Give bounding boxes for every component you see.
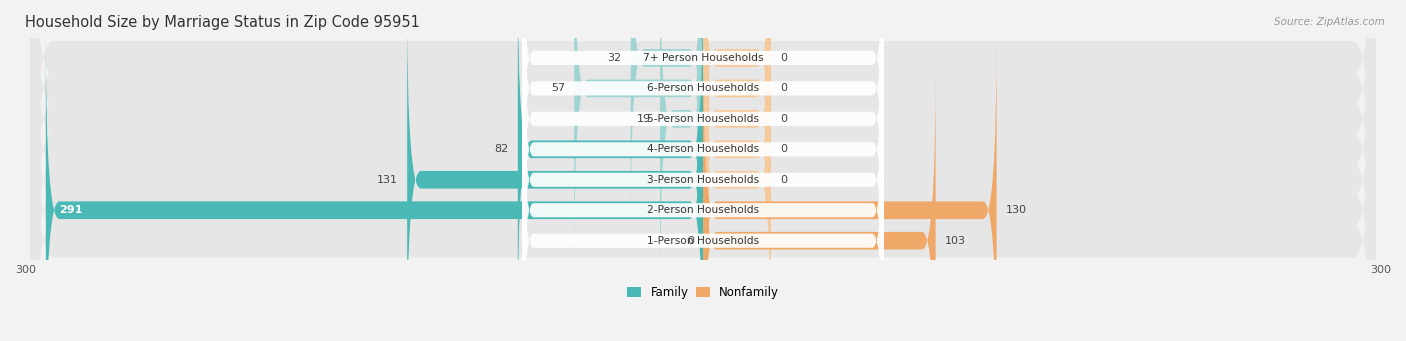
FancyBboxPatch shape	[46, 36, 703, 341]
Text: 82: 82	[495, 144, 509, 154]
FancyBboxPatch shape	[703, 6, 770, 341]
Legend: Family, Nonfamily: Family, Nonfamily	[621, 281, 785, 303]
Text: 57: 57	[551, 84, 565, 93]
FancyBboxPatch shape	[30, 0, 1376, 341]
Text: 103: 103	[945, 236, 966, 246]
FancyBboxPatch shape	[523, 4, 883, 295]
FancyBboxPatch shape	[703, 36, 997, 341]
Text: 7+ Person Households: 7+ Person Households	[643, 53, 763, 63]
FancyBboxPatch shape	[30, 0, 1376, 341]
Text: 2-Person Households: 2-Person Households	[647, 205, 759, 215]
Text: 131: 131	[377, 175, 398, 185]
Text: 5-Person Households: 5-Person Households	[647, 114, 759, 124]
FancyBboxPatch shape	[631, 0, 703, 232]
FancyBboxPatch shape	[703, 67, 935, 341]
FancyBboxPatch shape	[703, 0, 770, 262]
FancyBboxPatch shape	[517, 0, 703, 323]
FancyBboxPatch shape	[703, 0, 770, 293]
Text: 19: 19	[637, 114, 651, 124]
Text: Household Size by Marriage Status in Zip Code 95951: Household Size by Marriage Status in Zip…	[25, 15, 420, 30]
Text: 6-Person Households: 6-Person Households	[647, 84, 759, 93]
Text: 32: 32	[607, 53, 621, 63]
FancyBboxPatch shape	[30, 0, 1376, 341]
Text: 0: 0	[780, 84, 787, 93]
Text: 0: 0	[780, 53, 787, 63]
FancyBboxPatch shape	[523, 34, 883, 325]
FancyBboxPatch shape	[523, 65, 883, 341]
Text: 4-Person Households: 4-Person Households	[647, 144, 759, 154]
Text: 0: 0	[780, 144, 787, 154]
FancyBboxPatch shape	[703, 0, 770, 323]
Text: 291: 291	[59, 205, 83, 215]
Text: 0: 0	[688, 236, 695, 246]
FancyBboxPatch shape	[30, 0, 1376, 341]
FancyBboxPatch shape	[523, 0, 883, 234]
Text: 3-Person Households: 3-Person Households	[647, 175, 759, 185]
FancyBboxPatch shape	[574, 0, 703, 262]
FancyBboxPatch shape	[523, 0, 883, 264]
FancyBboxPatch shape	[523, 0, 883, 203]
FancyBboxPatch shape	[30, 0, 1376, 341]
FancyBboxPatch shape	[703, 0, 770, 232]
FancyBboxPatch shape	[30, 0, 1376, 341]
Text: 130: 130	[1005, 205, 1026, 215]
Text: 0: 0	[780, 114, 787, 124]
FancyBboxPatch shape	[659, 0, 703, 293]
FancyBboxPatch shape	[30, 0, 1376, 341]
FancyBboxPatch shape	[523, 95, 883, 341]
Text: 0: 0	[780, 175, 787, 185]
Text: Source: ZipAtlas.com: Source: ZipAtlas.com	[1274, 17, 1385, 27]
Text: 1-Person Households: 1-Person Households	[647, 236, 759, 246]
FancyBboxPatch shape	[408, 6, 703, 341]
